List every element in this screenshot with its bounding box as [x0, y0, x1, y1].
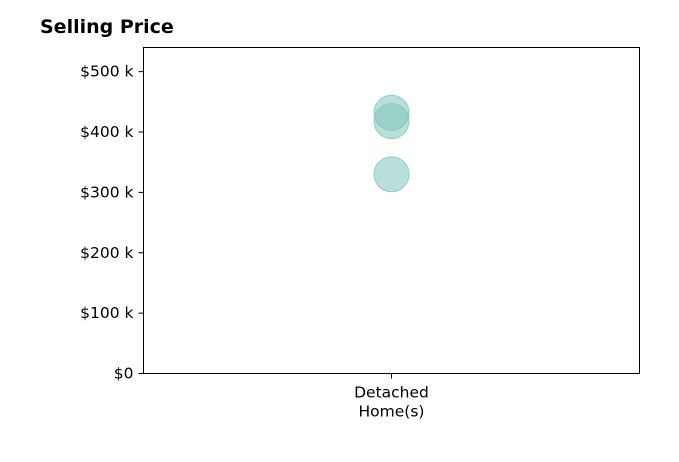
y-tick-label: $500 k	[80, 63, 133, 81]
y-tick-label: $200 k	[80, 244, 133, 262]
y-tick-label: $100 k	[80, 304, 133, 322]
y-tick-label: $300 k	[80, 183, 133, 201]
y-tick-label: $0	[114, 365, 134, 383]
plot-frame	[143, 47, 640, 374]
chart-title: Selling Price	[40, 16, 174, 38]
y-tick-label: $400 k	[80, 123, 133, 141]
data-point	[373, 156, 410, 193]
data-points	[373, 94, 410, 193]
x-tick-label: Detached	[354, 384, 429, 402]
data-point	[373, 103, 410, 140]
x-tick-label: Home(s)	[359, 403, 425, 421]
y-axis: $0 $100 k $200 k $300 k $400 k $500 k	[80, 63, 144, 383]
